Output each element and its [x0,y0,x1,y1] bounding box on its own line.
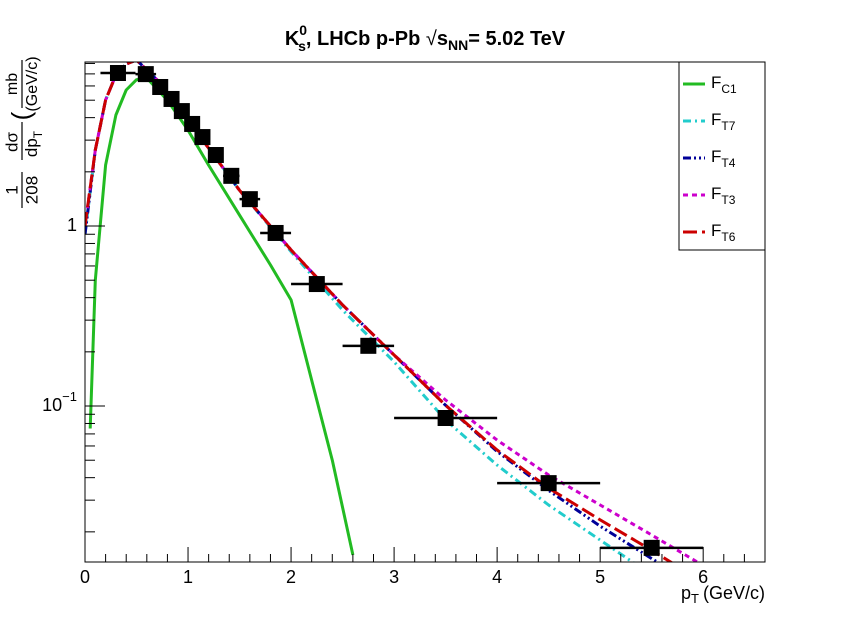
data-point [137,66,154,83]
x-axis-label: pT (GeV/c) [681,583,765,607]
legend-label: FT3 [711,184,736,207]
y-tick-label: 1 [67,215,77,235]
data-point [163,90,180,107]
y-label-part: 1 [2,185,21,194]
plot-frame [84,61,766,563]
legend-box [678,61,766,251]
legend-label: FC1 [711,73,737,96]
legend-sub: T6 [721,230,735,244]
legend-main: F [711,184,721,203]
x-tick-label: 5 [595,567,605,587]
data-point [241,191,258,208]
y-label-part: dpT [22,130,45,157]
y-label-part: dσ [2,132,21,152]
data-point [267,224,284,241]
legend-label: FT7 [711,110,736,133]
y-label-part: mb [4,73,21,95]
legend-sub: T4 [721,156,735,170]
data-point [173,103,190,120]
data-point [643,539,660,556]
data-point [308,276,325,293]
x-tick-label: 2 [286,567,296,587]
legend-main: F [711,147,721,166]
curve [85,62,674,562]
data-point [207,147,224,164]
data-point [437,410,454,427]
y-label-part: 208 [22,176,41,204]
data-point [223,167,240,184]
legend-sub: T7 [721,119,735,133]
legend-sub: C1 [721,82,737,96]
data-point [540,475,557,492]
y-label-part: ( [6,111,36,120]
x-tick-label: 3 [389,567,399,587]
tick-exponent: −1 [62,389,77,404]
legend-main: F [711,221,721,240]
y-tick-label: 10−1 [42,389,77,414]
chart-title: K0 s, LHCb p-Pb √sNN= 5.02 TeV [285,22,566,54]
y-label-part: (GeV/c) [24,56,41,111]
y-axis-label: 1 208 dσ dpT ( mb (GeV/c) [2,56,45,208]
data-points [100,65,704,556]
axes: 0 1 2 3 4 5 6 10−1 1 [42,62,745,587]
legend-label: FT4 [711,147,736,170]
legend-main: F [711,73,721,92]
data-point [109,65,126,82]
data-point [194,129,211,146]
tick-base: 10 [42,395,62,415]
data-point [360,337,377,354]
x-tick-label: 0 [80,567,90,587]
legend-main: F [711,110,721,129]
legend-sub: T3 [721,193,735,207]
legend-label: FT6 [711,221,736,244]
x-tick-label: 1 [183,567,193,587]
x-tick-label: 4 [492,567,502,587]
x-tick-label: 6 [698,567,708,587]
data-point [184,115,201,132]
